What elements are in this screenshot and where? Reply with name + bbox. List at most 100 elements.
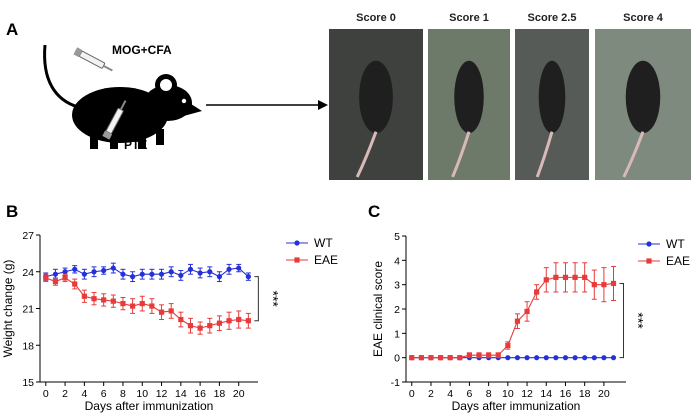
y-tick-label: 1 [394, 328, 400, 340]
x-tick-label: 4 [81, 388, 87, 400]
data-point [43, 275, 49, 281]
mouse-photo-figure [451, 60, 484, 178]
y-axis-label: Weight change (g) [1, 260, 15, 358]
data-point [139, 271, 145, 277]
data-point [505, 342, 511, 349]
y-tick-label: 18 [22, 340, 34, 352]
mouse-photo [595, 29, 691, 180]
data-point [495, 352, 501, 358]
x-tick-label: 10 [502, 388, 514, 400]
data-point [457, 355, 463, 361]
x-tick-label: 16 [560, 388, 572, 400]
panel-letter-c: C [368, 202, 381, 221]
schematic: MOG+CFA PTX [43, 43, 328, 152]
data-point [514, 355, 521, 361]
y-tick-label: 24 [22, 267, 34, 279]
data-point [582, 274, 588, 280]
x-tick-label: 0 [43, 388, 49, 400]
data-point [207, 269, 213, 275]
series-eae [43, 273, 251, 335]
series-line [45, 267, 249, 278]
y-axis-label: EAE clinical score [371, 261, 385, 357]
series-wt [43, 262, 251, 283]
data-point [168, 308, 174, 314]
data-point [178, 316, 184, 323]
x-tick-label: 4 [447, 388, 453, 400]
x-tick-label: 2 [62, 388, 68, 400]
data-point [72, 281, 78, 287]
photo-label: Score 2.5 [527, 12, 577, 24]
data-point [437, 355, 444, 361]
data-point [245, 318, 251, 324]
y-tick-label: 2 [394, 304, 400, 316]
data-point [216, 320, 223, 326]
x-tick-label: 8 [486, 388, 492, 400]
y-tick-label: 27 [22, 230, 34, 242]
y-tick-label: 5 [394, 231, 400, 243]
data-point [466, 352, 473, 358]
data-point [476, 352, 482, 358]
significance-bracket [254, 276, 259, 322]
panel-letter-a: A [6, 20, 19, 39]
photo-label: Score 4 [623, 12, 663, 24]
y-tick-label: 0 [394, 353, 400, 365]
mouse-photo-figure [355, 60, 393, 178]
y-tick-label: 4 [394, 255, 400, 267]
significance-label: *** [265, 291, 281, 308]
significance-label: *** [631, 312, 647, 329]
data-point [130, 274, 136, 280]
x-tick-label: 0 [409, 388, 415, 400]
y-tick-label: 15 [22, 377, 34, 389]
x-axis-label: Days after immunization [85, 399, 214, 413]
legend-marker [646, 258, 652, 264]
data-point [120, 301, 126, 307]
photo-label: Score 1 [449, 12, 489, 24]
data-point [524, 355, 530, 361]
data-point [62, 275, 68, 281]
data-point [553, 355, 559, 361]
data-point [120, 271, 126, 277]
data-point [216, 274, 223, 280]
data-point [197, 270, 203, 276]
data-point [572, 355, 578, 361]
mouse-tail [43, 44, 79, 109]
y-tick-label: -1 [391, 377, 400, 389]
legend-marker [294, 240, 300, 246]
data-point [572, 274, 578, 280]
data-point [226, 266, 232, 272]
data-point [178, 272, 184, 279]
data-point [149, 271, 155, 277]
data-point [514, 318, 521, 324]
data-point [582, 355, 588, 361]
data-point [197, 325, 203, 331]
right-arrow-icon [206, 100, 328, 110]
data-point [601, 282, 607, 288]
legend-label: WT [314, 236, 333, 250]
data-point [534, 355, 540, 361]
data-point [130, 303, 136, 309]
x-tick-label: 6 [466, 388, 472, 400]
mog-cfa-label: MOG+CFA [112, 43, 172, 57]
data-point [207, 323, 213, 329]
x-tick-label: 18 [214, 388, 226, 400]
data-point [591, 355, 597, 361]
x-tick-label: 12 [156, 388, 168, 400]
data-point [72, 266, 78, 272]
data-point [610, 355, 617, 361]
data-point [447, 355, 453, 361]
data-point [418, 355, 424, 361]
data-point [168, 269, 174, 275]
x-tick-label: 14 [540, 388, 552, 400]
data-point [543, 355, 549, 361]
data-point [486, 352, 492, 358]
x-tick-label: 18 [579, 388, 591, 400]
legend-label: WT [666, 237, 685, 251]
legend-marker [294, 257, 300, 263]
data-point [110, 265, 116, 271]
data-point [139, 301, 145, 307]
panel-letter-b: B [6, 202, 19, 221]
data-point [505, 355, 511, 361]
data-point [52, 271, 59, 277]
y-tick-label: 21 [22, 304, 34, 316]
